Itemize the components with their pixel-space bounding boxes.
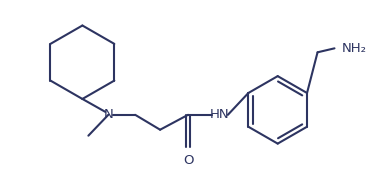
Text: O: O — [183, 154, 193, 166]
Text: HN: HN — [210, 108, 230, 121]
Text: NH₂: NH₂ — [342, 42, 366, 55]
Text: N: N — [103, 108, 113, 121]
